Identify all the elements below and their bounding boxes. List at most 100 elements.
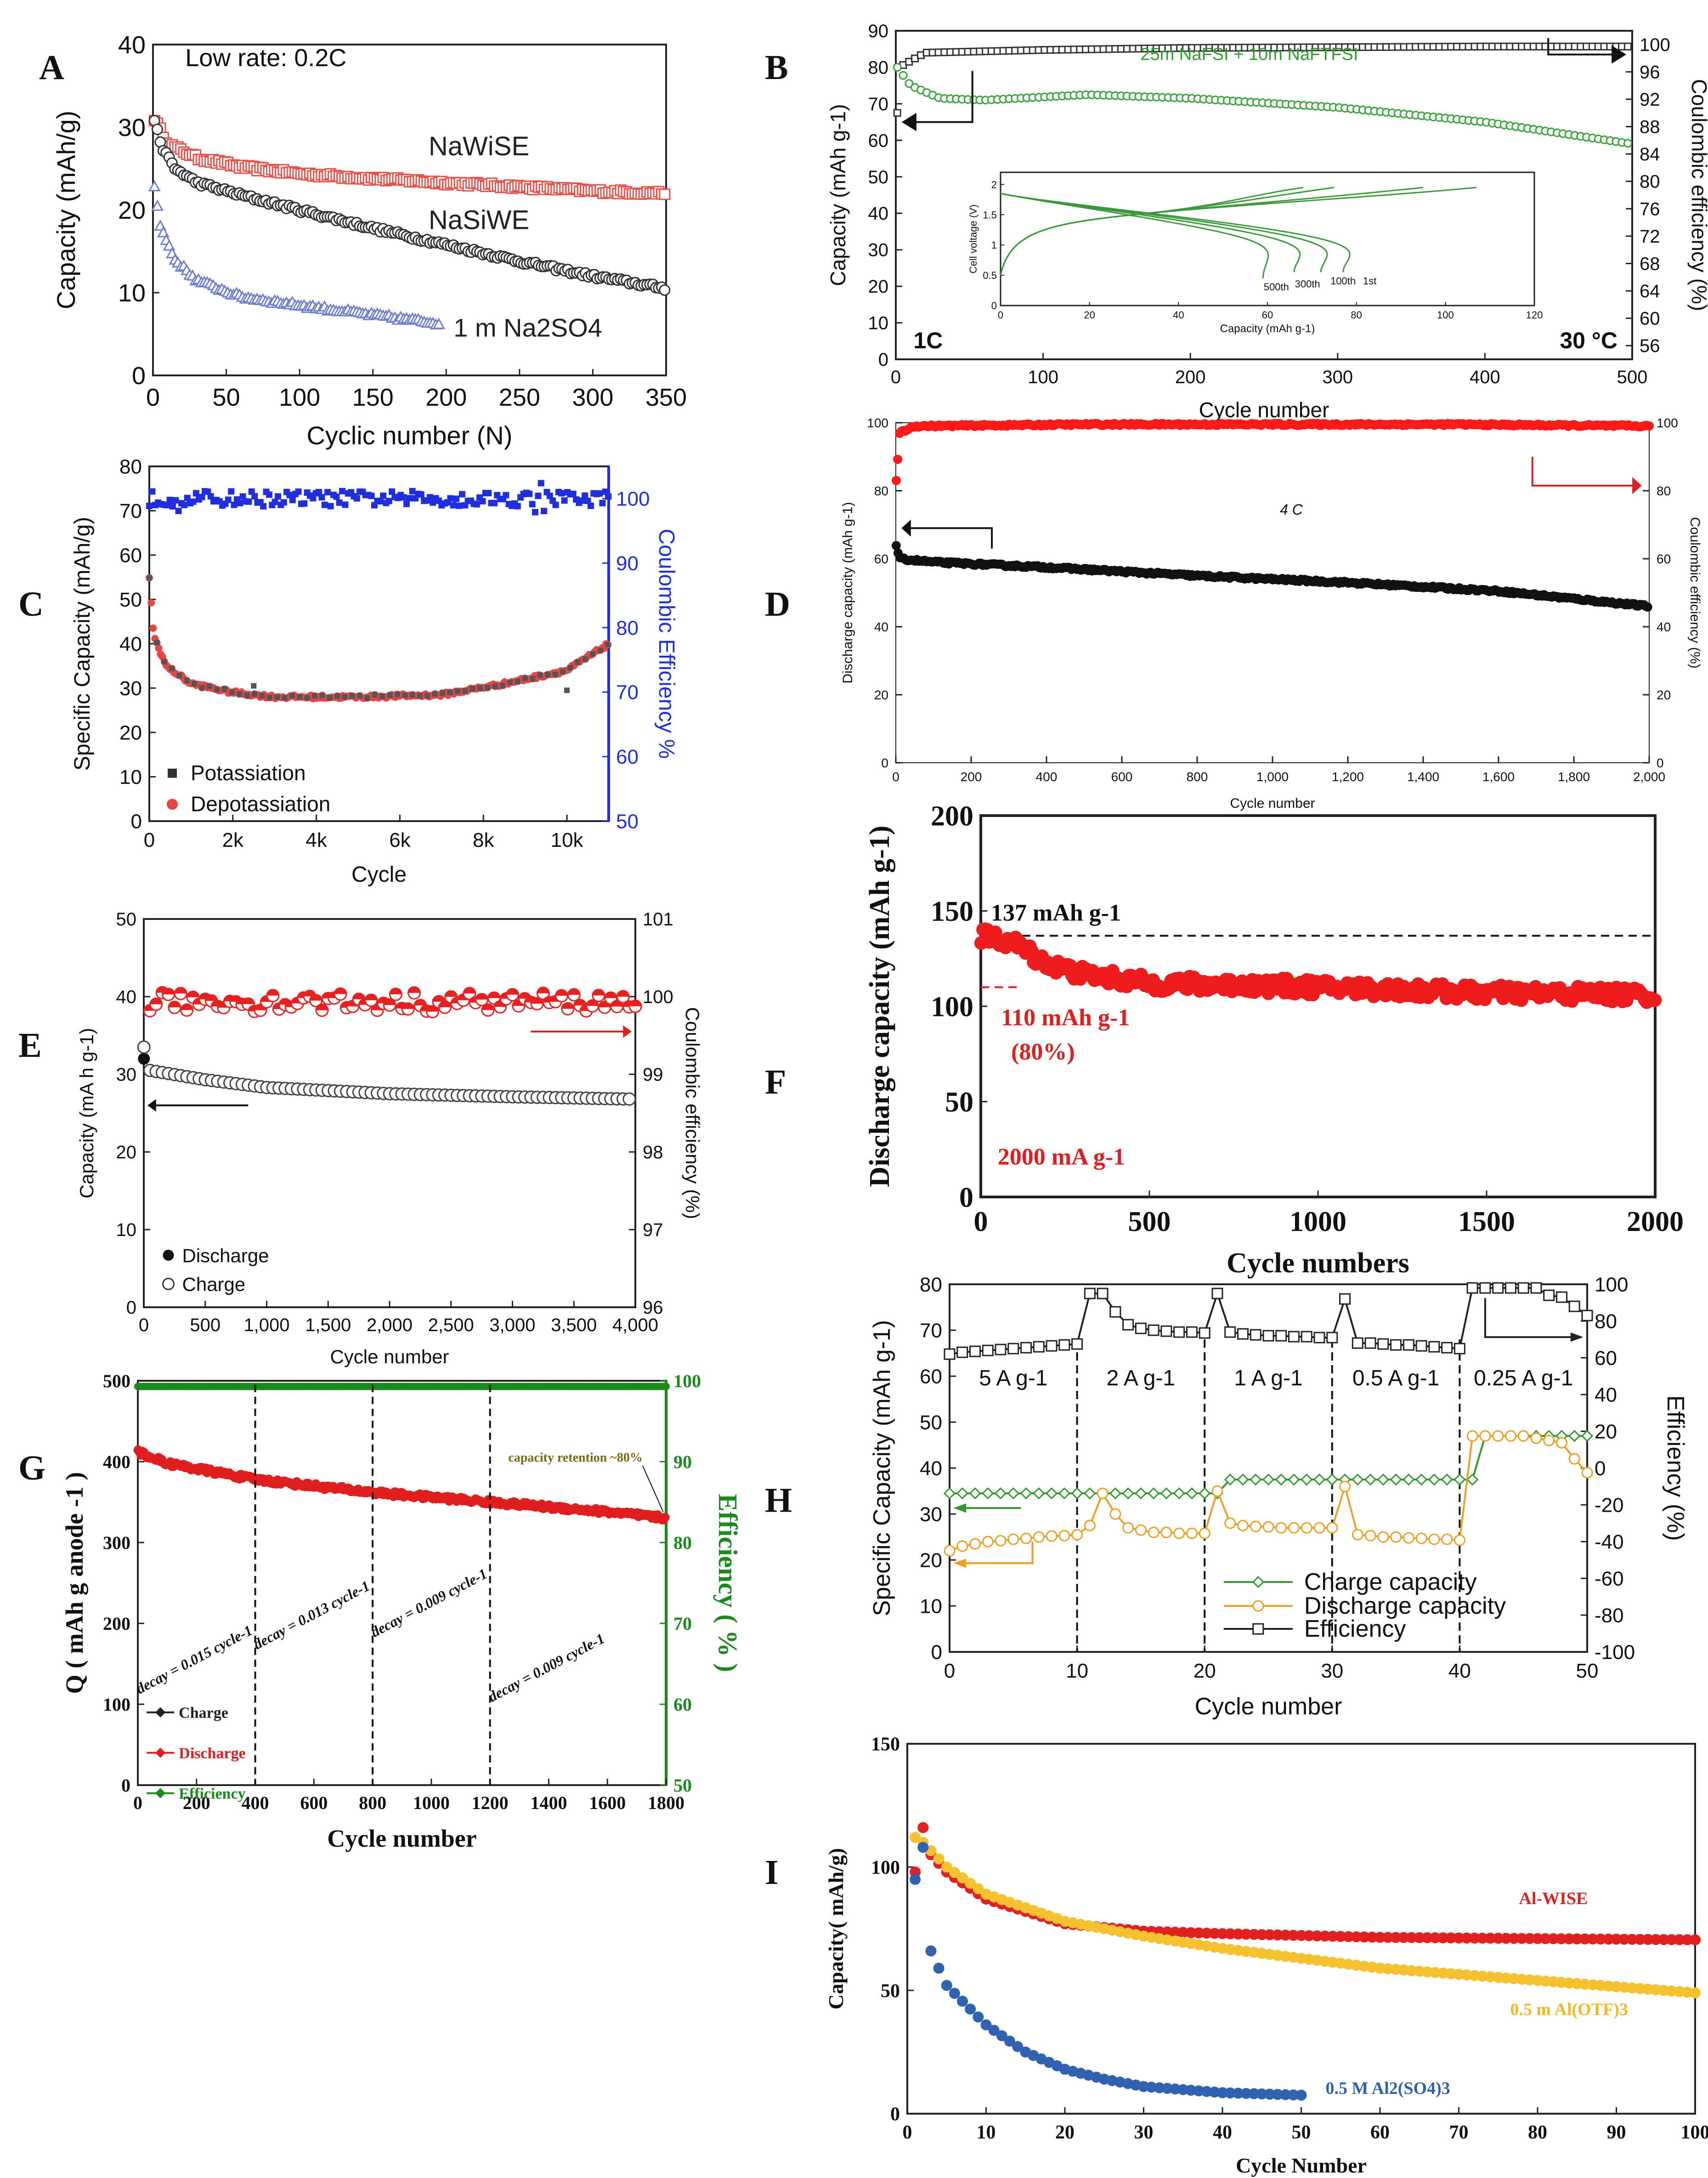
x-tick-label: 50 (213, 384, 240, 411)
x-tick-label: 1,500 (305, 1315, 351, 1335)
x-tick-label: 300 (572, 384, 613, 411)
data-point (1262, 1521, 1274, 1533)
data-point (1004, 2036, 1015, 2047)
data-point (956, 1346, 968, 1358)
y-tick-label: 30 (920, 1503, 942, 1526)
data-point (1339, 1480, 1351, 1492)
data-point (1476, 1933, 1488, 1944)
y-tick-label: 0 (890, 2104, 900, 2125)
x-tick-label: 1000 (1289, 1206, 1346, 1237)
x-tick-label: 1,600 (1482, 770, 1515, 784)
data-point (1555, 1291, 1567, 1303)
chart-panel-F: 0 500 1000 1500 2000 0 50 100 150 200 Cycle number… (864, 801, 1684, 1279)
data-point (433, 996, 445, 1002)
x-axis-label: Cycle numbers (1227, 1248, 1409, 1279)
annotation: decay = 0.009 cycle-1 (486, 1630, 607, 1705)
data-point (1327, 1930, 1339, 1942)
y-tick-label: 0 (131, 810, 142, 833)
data-point (1201, 2086, 1212, 2097)
data-point (1453, 1932, 1465, 1944)
y-axis-label: Capacity (mA h g-1) (76, 1028, 97, 1198)
data-point (1319, 1930, 1330, 1942)
y-tick-label: 40 (118, 31, 146, 59)
x-tick-label: 100 (1028, 367, 1058, 387)
data-point (599, 499, 606, 506)
y2-tick-label: 60 (673, 1694, 692, 1715)
data-point (453, 495, 460, 502)
data-point (1209, 2087, 1220, 2098)
data-point (1500, 1972, 1512, 1984)
series-1 m Na2SO4 (148, 180, 445, 329)
data-point (1461, 1969, 1472, 1981)
data-point (1326, 1332, 1338, 1344)
x-tick-label: 50 (1576, 1660, 1599, 1682)
data-point (1275, 1522, 1287, 1534)
y-tick-label: 50 (945, 1087, 973, 1118)
data-point (1543, 1289, 1555, 1301)
x-tick-label: 0 (139, 1315, 149, 1335)
data-point (622, 1092, 636, 1106)
data-point (941, 1861, 952, 1873)
data-point (584, 498, 591, 505)
y-tick-label: 10 (868, 313, 889, 334)
y-tick-label: 80 (119, 455, 142, 478)
y-tick-label: 100 (931, 992, 973, 1023)
y-tick-label: 400 (103, 1452, 130, 1472)
y2-tick-label: 100 (1640, 35, 1670, 55)
data-point (1185, 2085, 1197, 2096)
data-point (152, 124, 164, 136)
y-tick-label: 80 (920, 1273, 942, 1296)
inset-curve-label: 500th (1264, 281, 1289, 293)
data-point (893, 109, 901, 117)
data-point (1579, 1979, 1590, 1990)
annotation: 2000 mA g-1 (998, 1144, 1125, 1170)
data-point (1109, 1306, 1121, 1318)
x-tick-label: 200 (425, 384, 467, 411)
data-point (1493, 1933, 1504, 1944)
data-point (454, 688, 460, 694)
y2-tick-label: 60 (1595, 1347, 1617, 1369)
data-point (175, 987, 187, 994)
data-point (1611, 1934, 1622, 1945)
data-point (1466, 1473, 1479, 1486)
y-tick-label: 50 (119, 589, 142, 611)
data-point (1339, 1293, 1351, 1305)
y2-tick-label: 60 (1640, 309, 1660, 329)
data-point (1568, 1453, 1580, 1465)
inset-y-tick-label: 1.5 (983, 209, 997, 221)
data-point (266, 491, 272, 498)
y-tick-label: 50 (116, 909, 137, 930)
chart-panel-C: 0 2k 4k 6k 8k 10k 0 10 20 30 40 50 60 70 80 50 60 70 80 90 1… (70, 455, 679, 887)
arrow-head (1612, 45, 1627, 64)
data-point (1097, 1487, 1109, 1499)
data-point (316, 1004, 328, 1010)
data-point (1224, 1517, 1236, 1529)
y-tick-label: 80 (868, 57, 889, 78)
y2-tick-label: -40 (1595, 1531, 1624, 1553)
data-point (532, 509, 538, 516)
data-point (1224, 1326, 1236, 1338)
legend-label: Discharge capacity (1304, 1593, 1506, 1619)
arrow-left (907, 527, 993, 549)
data-point (1224, 1473, 1236, 1486)
y-tick-label: 300 (103, 1532, 130, 1553)
legend-marker (1252, 1600, 1264, 1612)
data-point (280, 499, 287, 506)
data-point (1690, 1987, 1701, 1999)
data-point (1421, 1932, 1433, 1944)
annotation: 25m NaFSI + 10m NaFTFSI (1140, 45, 1358, 64)
x-tick-label: 4k (305, 829, 327, 851)
legend-marker (163, 1249, 174, 1261)
data-point (456, 502, 463, 509)
data-point (662, 1383, 670, 1390)
charge-curve (1000, 187, 1477, 276)
data-point (659, 188, 671, 200)
data-point (1177, 2084, 1189, 2095)
series-label: 1 m Na2SO4 (453, 313, 602, 342)
y-tick-label: 60 (868, 130, 889, 151)
data-point (384, 999, 396, 1005)
y2-tick-label: 100 (673, 1371, 701, 1391)
data-point (225, 496, 232, 503)
data-point (969, 1538, 981, 1550)
data-point (1161, 1926, 1173, 1938)
